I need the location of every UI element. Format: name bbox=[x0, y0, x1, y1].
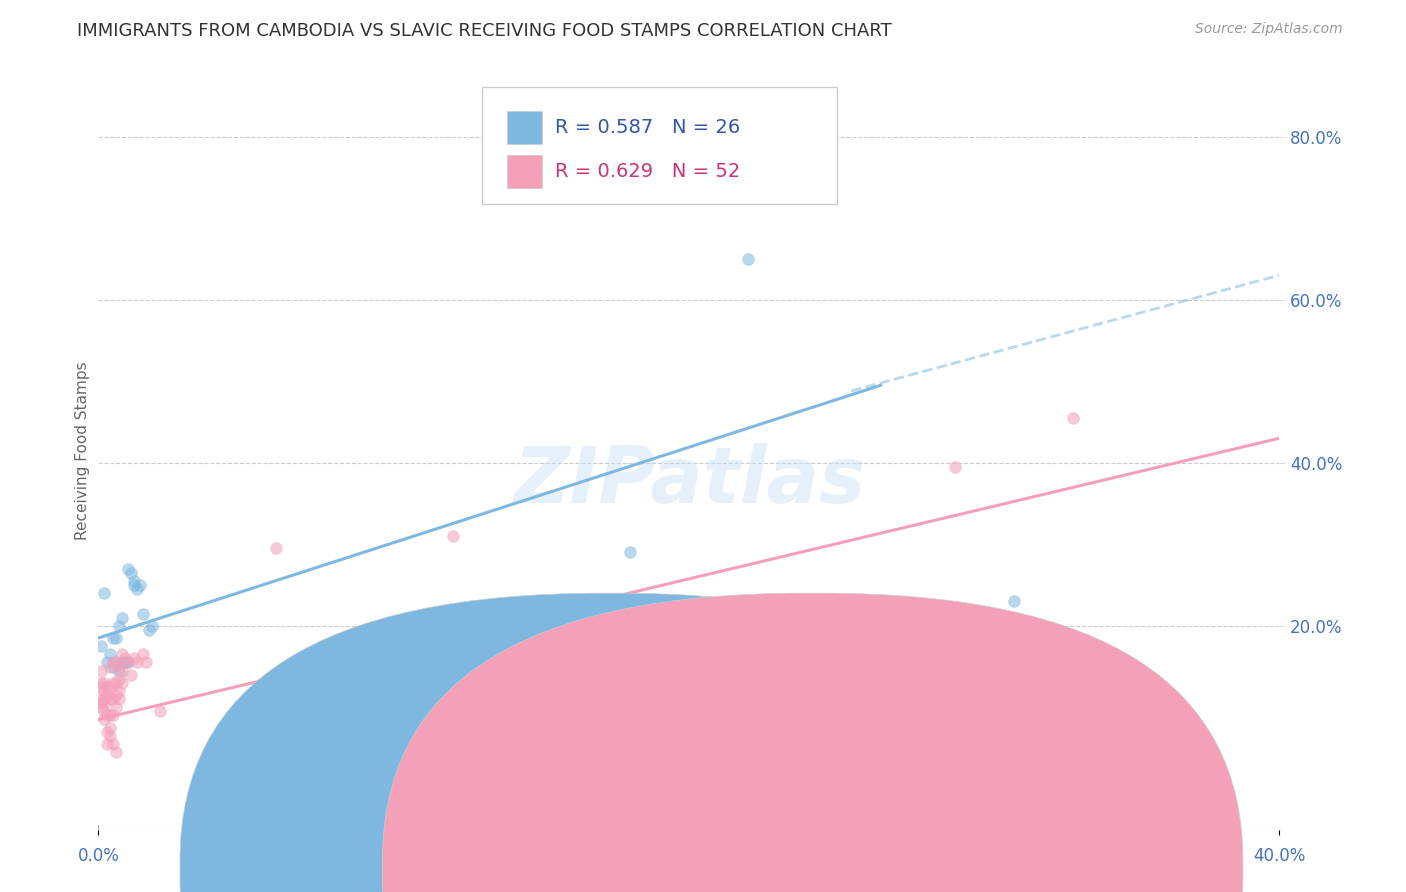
Point bbox=[108, 684, 131, 698]
Text: IMMIGRANTS FROM CAMBODIA VS SLAVIC RECEIVING FOOD STAMPS CORRELATION CHART: IMMIGRANTS FROM CAMBODIA VS SLAVIC RECEI… bbox=[77, 22, 891, 40]
Y-axis label: Receiving Food Stamps: Receiving Food Stamps bbox=[75, 361, 90, 540]
Point bbox=[105, 656, 128, 670]
Point bbox=[108, 664, 131, 678]
Point bbox=[117, 656, 139, 670]
Point bbox=[96, 737, 118, 751]
Text: R = 0.587   N = 26: R = 0.587 N = 26 bbox=[555, 118, 741, 137]
Point bbox=[125, 582, 148, 596]
Point bbox=[93, 586, 115, 600]
Point bbox=[93, 692, 115, 706]
Point bbox=[93, 704, 115, 718]
Point bbox=[1062, 410, 1084, 425]
Point bbox=[117, 562, 139, 576]
Point bbox=[98, 708, 121, 723]
Point bbox=[96, 724, 118, 739]
Point bbox=[90, 700, 112, 714]
Point bbox=[135, 656, 157, 670]
Point bbox=[103, 675, 125, 690]
Point bbox=[105, 675, 128, 690]
Point bbox=[93, 696, 115, 710]
Point bbox=[98, 680, 121, 694]
Point bbox=[96, 680, 118, 694]
Point bbox=[108, 692, 131, 706]
Point bbox=[105, 688, 128, 702]
Point bbox=[90, 680, 112, 694]
Point bbox=[1002, 594, 1025, 608]
Point bbox=[111, 664, 134, 678]
Point bbox=[132, 647, 155, 661]
Point bbox=[103, 737, 125, 751]
Point bbox=[619, 545, 641, 559]
Point bbox=[93, 713, 115, 727]
Point bbox=[149, 704, 172, 718]
Point bbox=[103, 659, 125, 673]
Point bbox=[138, 623, 160, 637]
Point bbox=[111, 675, 134, 690]
FancyBboxPatch shape bbox=[508, 155, 543, 188]
Point bbox=[122, 574, 145, 588]
Point bbox=[90, 664, 112, 678]
Point bbox=[96, 688, 118, 702]
Point bbox=[98, 721, 121, 735]
Point bbox=[93, 684, 115, 698]
FancyBboxPatch shape bbox=[482, 87, 837, 204]
Point bbox=[105, 700, 128, 714]
Point bbox=[96, 656, 118, 670]
Point bbox=[103, 692, 125, 706]
Point bbox=[103, 631, 125, 645]
Text: ZIPatlas: ZIPatlas bbox=[513, 442, 865, 519]
Text: R = 0.629   N = 52: R = 0.629 N = 52 bbox=[555, 162, 741, 181]
Point bbox=[90, 639, 112, 653]
Point bbox=[105, 631, 128, 645]
Point bbox=[943, 459, 966, 474]
Point bbox=[111, 647, 134, 661]
Point bbox=[103, 656, 125, 670]
Point bbox=[114, 651, 136, 665]
Point bbox=[103, 708, 125, 723]
Point bbox=[111, 610, 134, 624]
Point bbox=[125, 656, 148, 670]
Point bbox=[122, 578, 145, 592]
Point bbox=[141, 619, 163, 633]
Point bbox=[93, 675, 115, 690]
Point bbox=[108, 672, 131, 686]
Point bbox=[264, 541, 287, 556]
Point bbox=[122, 651, 145, 665]
Point bbox=[108, 619, 131, 633]
Point bbox=[441, 529, 464, 543]
Text: 0.0%: 0.0% bbox=[77, 847, 120, 865]
Point bbox=[96, 708, 118, 723]
Point bbox=[98, 659, 121, 673]
Point bbox=[105, 745, 128, 759]
Text: Source: ZipAtlas.com: Source: ZipAtlas.com bbox=[1195, 22, 1343, 37]
Point bbox=[111, 656, 134, 670]
Point bbox=[98, 647, 121, 661]
Point bbox=[98, 729, 121, 743]
Text: Immigrants from Cambodia         Slavs: Immigrants from Cambodia Slavs bbox=[619, 863, 932, 877]
Text: Immigrants from Cambodia: Immigrants from Cambodia bbox=[621, 863, 832, 877]
Point bbox=[105, 656, 128, 670]
Point bbox=[117, 656, 139, 670]
Point bbox=[120, 566, 142, 580]
Point bbox=[128, 578, 150, 592]
Text: 40.0%: 40.0% bbox=[1253, 847, 1306, 865]
Point bbox=[90, 692, 112, 706]
Point bbox=[132, 607, 155, 621]
Point bbox=[108, 659, 131, 673]
Point bbox=[120, 667, 142, 681]
Text: Slavs: Slavs bbox=[824, 863, 865, 877]
Point bbox=[114, 656, 136, 670]
Point bbox=[90, 696, 112, 710]
Point bbox=[90, 675, 112, 690]
FancyBboxPatch shape bbox=[508, 111, 543, 145]
Point bbox=[737, 252, 759, 266]
Point bbox=[98, 692, 121, 706]
